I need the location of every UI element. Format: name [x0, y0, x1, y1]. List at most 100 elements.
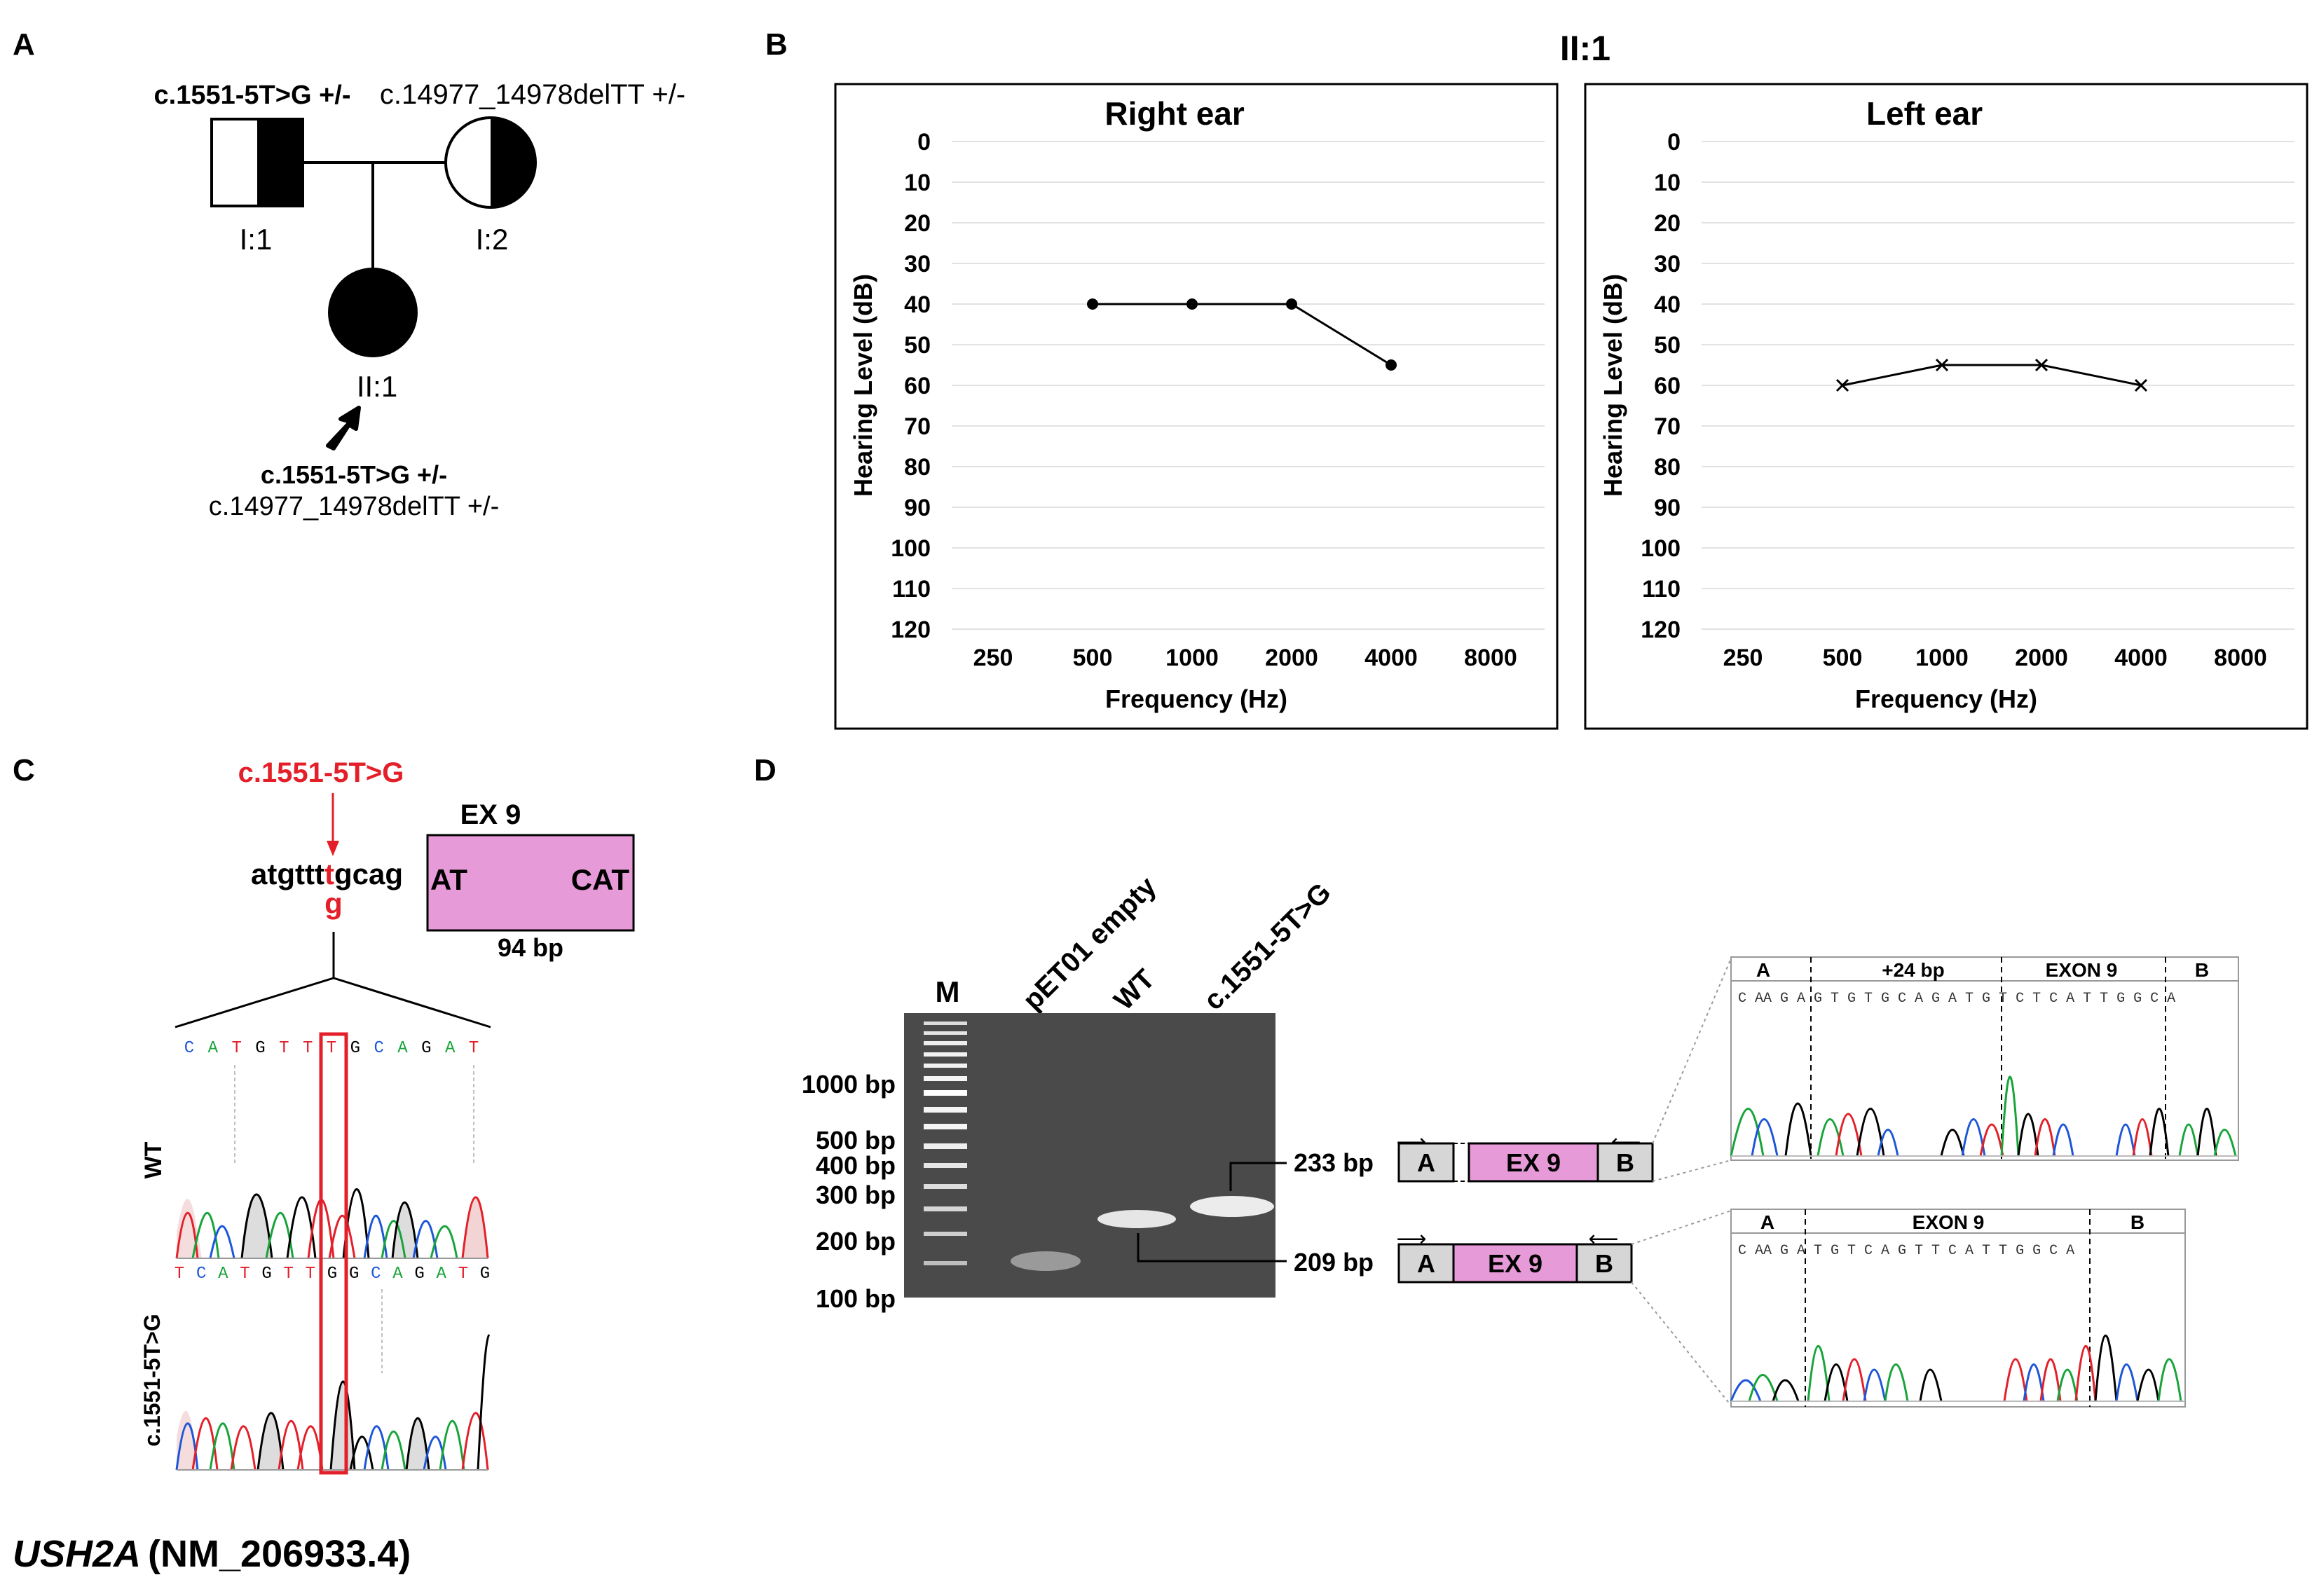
right-ear-point	[1186, 298, 1198, 310]
exon-end-bases: CAT	[571, 863, 630, 896]
audiogram-title: II:1	[1560, 29, 1610, 68]
right-ear-ylabel: Hearing Level (dB)	[849, 274, 877, 497]
wt-base-letter: T	[231, 1039, 241, 1058]
mut-base-letter: G	[480, 1265, 490, 1284]
mut-base-letter: C	[371, 1265, 381, 1284]
lane-label-marker: M	[936, 975, 960, 1008]
mut-trace-label: c.1551-5T>G	[139, 1314, 165, 1446]
wt-base-letter: C	[374, 1039, 383, 1058]
left-ear-ytick: 50	[1654, 332, 1681, 359]
lane-label-mut: c.1551-5T>G	[1198, 877, 1337, 1017]
bottom-trace-sequence: C AA G A T G T C A G T T C A T T G G C A	[1738, 1243, 2074, 1259]
construct-209: ⟶ ⟵ A EX 9 B	[1396, 1227, 1633, 1284]
mut-base-letter: G	[327, 1265, 337, 1284]
band-233-label: 233 bp	[1294, 1148, 1374, 1177]
exon-title: EX 9	[460, 799, 521, 830]
right-ear-xtick: 1000	[1165, 645, 1219, 671]
right-ear-series-line	[1093, 303, 1392, 366]
variant-arrow-icon	[327, 841, 339, 856]
proband-symbol	[328, 268, 418, 357]
right-ear-ytick: 70	[904, 413, 931, 440]
left-ear-series-line	[1842, 364, 2142, 387]
gene-name: USH2A	[13, 1533, 141, 1575]
wt-base-letter: T	[279, 1039, 289, 1058]
right-ear-ytick: 40	[904, 291, 931, 318]
left-ear-ytick: 100	[1641, 535, 1681, 562]
right-ear-ytick: 80	[904, 454, 931, 481]
left-ear-point	[2134, 378, 2148, 392]
top-header-a: A	[1756, 959, 1770, 981]
left-ear-xtick: 250	[1723, 645, 1763, 671]
exon-b-box	[1596, 1142, 1654, 1183]
exon-b-box-2	[1575, 1243, 1633, 1284]
right-ear-title: Right ear	[1104, 95, 1244, 132]
exon-a-box	[1397, 1142, 1455, 1183]
left-ear-ylabel: Hearing Level (dB)	[1599, 274, 1627, 497]
right-ear-ytick: 90	[904, 495, 931, 521]
right-ear-point	[1087, 298, 1098, 310]
left-ear-xtick: 8000	[2214, 645, 2267, 671]
father-variant-1: c.1551-5T>G +/-	[154, 81, 351, 110]
left-ear-ytick: 40	[1654, 291, 1681, 318]
ladder-400: 400 bp	[816, 1151, 896, 1180]
wt-band	[1097, 1210, 1176, 1228]
exon-size: 94 bp	[498, 933, 563, 962]
bottom-header-b: B	[2130, 1211, 2144, 1233]
left-ear-ytick: 80	[1654, 454, 1681, 481]
ladder-1000: 1000 bp	[802, 1070, 896, 1099]
mut-base-letter: C	[196, 1265, 206, 1284]
right-ear-xtick: 8000	[1464, 645, 1517, 671]
panel-letter-c: C	[13, 753, 35, 787]
transcript-id: (NM_206933.4)	[148, 1533, 411, 1575]
wt-base-letter: T	[327, 1039, 336, 1058]
mut-base-letter: G	[414, 1265, 424, 1284]
right-ear-ytick: 120	[891, 617, 931, 643]
right-ear-ytick: 0	[917, 129, 931, 156]
mut-base-letter: A	[218, 1265, 228, 1284]
audiogram-panel: B II:1 Right ear 0 10 20 30 40 50 60 70 80 90 100 11…	[765, 27, 2308, 730]
proband-variant-2: c.14977_14978delTT +/-	[209, 492, 499, 521]
mut-base-letter: A	[392, 1265, 403, 1284]
left-ear-ytick: 60	[1654, 373, 1681, 399]
top-header-b: B	[2195, 959, 2209, 981]
box-b-label: B	[1616, 1148, 1634, 1177]
left-ear-point	[1935, 358, 1949, 372]
left-ear-point	[2034, 358, 2048, 372]
proband-arrow-icon	[326, 406, 361, 450]
trace-233: A +24 bp EXON 9 B C AA G A G T G T G C A…	[1730, 956, 2239, 1161]
right-ear-ytick: 50	[904, 332, 931, 359]
intron-sequence: atgttttgcag	[251, 858, 403, 890]
right-ear-chart: Right ear 0 10 20 30 40 50 60 70 80 90 100 110 120 250…	[834, 83, 1559, 730]
left-ear-xtick: 4000	[2114, 645, 2168, 671]
variant-label: c.1551-5T>G	[238, 757, 404, 788]
mother-symbol-fill	[491, 118, 535, 207]
exon-9-box	[426, 834, 635, 932]
panel-letter-d: D	[754, 753, 777, 787]
box-b-label-2: B	[1595, 1249, 1613, 1278]
right-ear-ytick: 110	[892, 576, 931, 603]
left-ear-xtick: 1000	[1915, 645, 1969, 671]
left-ear-ytick: 30	[1654, 251, 1681, 277]
panel-letter-b: B	[765, 27, 788, 62]
right-ear-ytick: 30	[904, 251, 931, 277]
gel-image	[904, 1013, 1275, 1298]
band-209-label: 209 bp	[1294, 1248, 1374, 1277]
wt-trace-label: WT	[140, 1141, 167, 1178]
mother-variant-2: c.14977_14978delTT +/-	[380, 79, 685, 110]
mut-base-letter: G	[261, 1265, 271, 1284]
ladder-bands	[924, 1021, 967, 1265]
left-ear-xlabel: Frequency (Hz)	[1855, 685, 2037, 713]
wt-base-letter: T	[469, 1039, 479, 1058]
left-ear-ytick: 120	[1641, 617, 1681, 643]
right-ear-ytick: 20	[904, 210, 931, 237]
pedigree-panel: A c.1551-5T>G +/- c.14977_14978delTT +/-…	[13, 27, 685, 521]
left-ear-ytick: 10	[1654, 170, 1681, 196]
trace-209-frame	[1730, 1209, 2186, 1408]
ladder-300: 300 bp	[816, 1181, 896, 1209]
left-ear-frame	[1584, 83, 2308, 730]
father-id: I:1	[240, 223, 273, 256]
trace-209: A EXON 9 B C AA G A T G T C A G T T C A …	[1730, 1209, 2186, 1408]
exon-9-box-short	[1452, 1243, 1578, 1284]
right-ear-ytick: 10	[904, 170, 931, 196]
